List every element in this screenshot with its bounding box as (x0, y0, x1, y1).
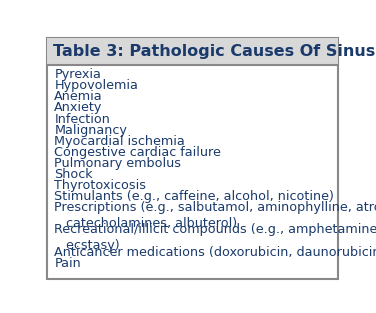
Text: Thyrotoxicosis: Thyrotoxicosis (54, 179, 146, 192)
Text: Anxiety: Anxiety (54, 101, 103, 115)
Text: Pyrexia: Pyrexia (54, 68, 101, 81)
Text: Infection: Infection (54, 113, 110, 126)
Text: Table 3: Pathologic Causes Of Sinus Tachycardia: Table 3: Pathologic Causes Of Sinus Tach… (53, 44, 376, 59)
Text: Anticancer medications (doxorubicin, daunorubicin): Anticancer medications (doxorubicin, dau… (54, 246, 376, 259)
Text: Hypovolemia: Hypovolemia (54, 79, 138, 92)
Text: Anemia: Anemia (54, 90, 103, 103)
Text: Malignancy: Malignancy (54, 124, 127, 136)
Text: Congestive cardiac failure: Congestive cardiac failure (54, 146, 221, 159)
Text: Recreational/illicit compounds (e.g., amphetamines, cocaine,
   ecstasy): Recreational/illicit compounds (e.g., am… (54, 223, 376, 252)
Text: Stimulants (e.g., caffeine, alcohol, nicotine): Stimulants (e.g., caffeine, alcohol, nic… (54, 190, 334, 203)
Text: Prescriptions (e.g., salbutamol, aminophylline, atropine,
   catecholamines, alb: Prescriptions (e.g., salbutamol, aminoph… (54, 201, 376, 230)
Text: Pulmonary embolus: Pulmonary embolus (54, 157, 181, 170)
Bar (47, 38, 338, 65)
Text: Myocardial ischemia: Myocardial ischemia (54, 135, 185, 148)
Text: Shock: Shock (54, 168, 93, 181)
Text: Pain: Pain (54, 257, 81, 270)
